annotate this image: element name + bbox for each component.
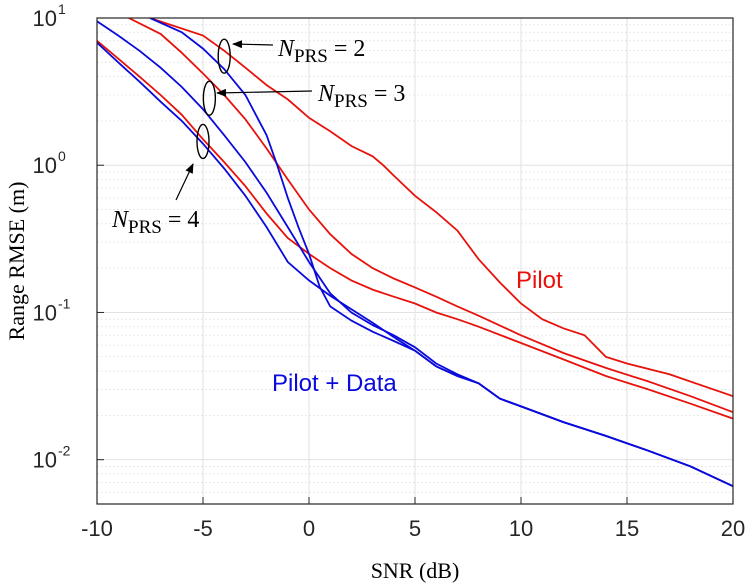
series-line-pilot xyxy=(97,40,733,420)
x-tick-label: 20 xyxy=(721,516,745,541)
x-tick-label: -5 xyxy=(193,516,213,541)
nprs-label: NPRS = 3 xyxy=(317,81,405,112)
annotations: Pilot Pilot + Data NPRS = 2 NPRS = 3 NPRS = … xyxy=(111,36,563,397)
grid xyxy=(96,17,734,504)
x-tick-label: 0 xyxy=(303,516,315,541)
y-tick-label: 10 xyxy=(33,448,57,473)
y-axis-label: Range RMSE (m) xyxy=(4,182,29,341)
nprs-label: NPRS = 4 xyxy=(111,207,199,238)
nprs-arrow xyxy=(232,40,274,49)
y-tick-label: 10 xyxy=(33,6,57,31)
y-tick-exponent: 0 xyxy=(58,148,66,164)
y-tick-exponent: -1 xyxy=(58,295,71,311)
y-tick-exponent: 1 xyxy=(58,1,66,17)
nprs-ellipse xyxy=(196,123,210,160)
series-group xyxy=(97,18,733,488)
series-line-pilot xyxy=(149,18,733,398)
series-line-pilot xyxy=(128,18,733,414)
series-line-pilot-data xyxy=(97,42,733,488)
x-axis-label: SNR (dB) xyxy=(371,558,460,583)
x-tick-label: 15 xyxy=(615,516,639,541)
series-line-pilot-data xyxy=(149,18,733,488)
pilot-curve-label: Pilot xyxy=(516,267,563,294)
nprs-label: NPRS = 2 xyxy=(277,36,365,67)
nprs-ellipse xyxy=(202,80,217,116)
nprs-ellipse xyxy=(217,38,231,74)
y-tick-label: 10 xyxy=(33,153,57,178)
y-tick-label: 10 xyxy=(33,300,57,325)
x-tick-label: 5 xyxy=(409,516,421,541)
nprs-arrow xyxy=(175,163,194,201)
nprs-arrow xyxy=(216,88,313,97)
y-tick-exponent: -2 xyxy=(58,443,71,459)
pilot-data-curve-label: Pilot + Data xyxy=(272,370,397,397)
x-tick-label: -10 xyxy=(81,516,113,541)
x-tick-label: 10 xyxy=(509,516,533,541)
